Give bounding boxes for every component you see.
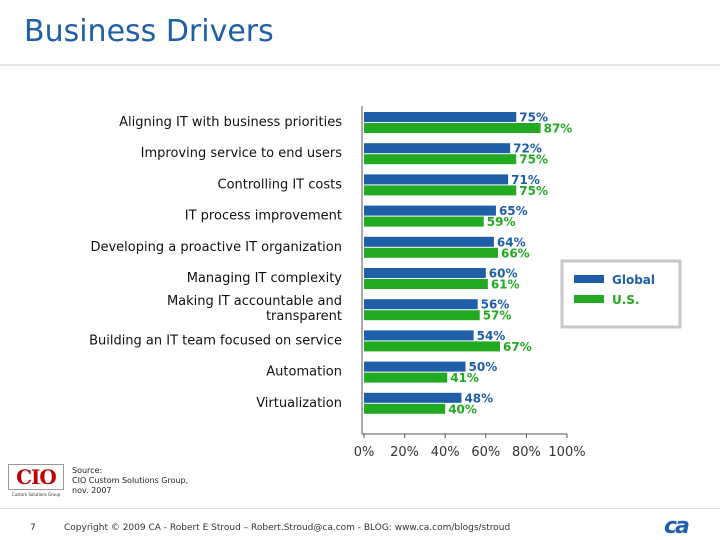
footer-divider [0,508,720,509]
data-label: 64% [497,235,526,249]
bar-us [364,216,484,227]
x-tick-label: 60% [471,445,500,460]
data-label: 75% [519,184,548,198]
bar-global [364,174,509,185]
category-label: Controlling IT costs [218,177,343,192]
source-line: nov. 2007 [72,486,112,495]
bar-global [364,143,511,154]
data-label: 75% [519,153,548,167]
bar-us [364,247,498,258]
legend-label: U.S. [612,293,640,307]
data-label: 75% [519,111,548,125]
cio-logo-subtext: Custom Solutions Group [11,492,61,497]
category-label: Making IT accountable and [167,294,342,309]
copyright-text: Copyright © 2009 CA - Robert E Stroud – … [64,523,511,533]
bar-global [364,361,466,372]
page-number: 7 [30,523,36,533]
category-label: IT process improvement [185,209,342,224]
source-note: Source: CIO Custom Solutions Group, nov.… [72,466,188,496]
data-label: 57% [483,309,512,323]
category-label: Building an IT team focused on service [89,333,342,348]
legend-label: Global [612,273,655,287]
x-tick-label: 0% [354,445,375,460]
data-label: 41% [450,371,479,385]
data-label: 61% [491,278,520,292]
legend-swatch [574,295,604,303]
x-tick-label: 80% [512,445,541,460]
x-tick-label: 100% [548,445,585,460]
bar-us [364,185,517,196]
x-tick-label: 20% [390,445,419,460]
bar-global [364,112,517,122]
bar-us [364,279,488,289]
data-label: 54% [477,329,506,343]
data-label: 66% [501,246,530,260]
category-label: Aligning IT with business priorities [119,115,342,130]
ca-logo: ca [664,514,690,539]
data-label: 67% [503,340,532,354]
category-label: Managing IT complexity [187,271,343,286]
source-line: Source: [72,466,103,475]
bar-us [364,341,501,352]
data-label: 40% [448,402,477,416]
source-line: CIO Custom Solutions Group, [72,476,189,485]
legend-box [560,259,682,329]
data-label: 72% [513,142,542,156]
bar-global [364,330,474,341]
bar-global [364,236,494,247]
bar-global [364,205,496,216]
category-label: Automation [266,365,342,380]
bar-us [364,403,446,414]
category-label: Virtualization [256,396,342,411]
bar-global [364,268,486,278]
bar-global [364,299,478,310]
x-tick-label: 40% [431,445,460,460]
bar-global [364,392,462,403]
bar-us [364,372,448,383]
category-label: Improving service to end users [141,146,343,161]
data-label: 60% [489,267,518,281]
category-label: transparent [266,309,342,324]
data-label: 65% [499,204,528,218]
data-label: 87% [544,122,573,136]
data-label: 71% [511,173,540,187]
legend-swatch [574,275,604,283]
slide-title: Business Drivers [24,14,274,49]
bar-us [364,310,480,321]
data-label: 48% [464,391,493,405]
cio-logo-box: CIO [8,464,64,490]
bar-us [364,123,541,133]
category-label: Developing a proactive IT organization [90,240,342,255]
data-label: 50% [469,360,498,374]
title-divider [0,64,720,66]
data-label: 59% [487,215,516,229]
bar-us [364,154,517,165]
cio-logo: CIO Custom Solutions Group [8,464,64,500]
data-label: 56% [481,298,510,312]
